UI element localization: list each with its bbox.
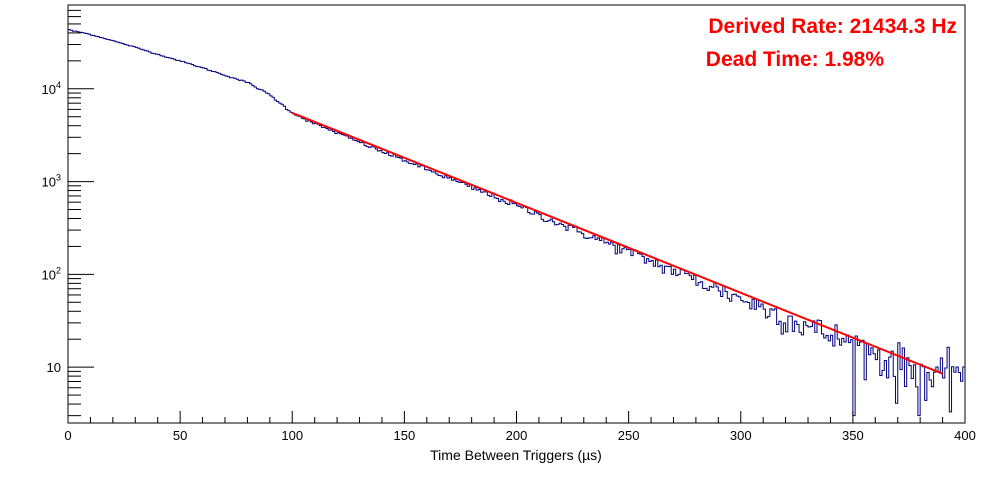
x-tick-label: 350	[842, 428, 864, 443]
labels-layer: 0 50 100 150 200 250 300 350 400 10 102 103 104	[42, 80, 976, 443]
y-tick-label: 104	[42, 80, 61, 97]
x-tick-label: 200	[506, 428, 528, 443]
x-tick-label: 300	[730, 428, 752, 443]
ticks-layer	[67, 4, 966, 423]
x-tick-label: 100	[281, 428, 303, 443]
annotation-derived-rate: Derived Rate: 21434.3 Hz	[708, 15, 957, 38]
x-tick-label: 400	[954, 428, 976, 443]
x-tick-label: 150	[394, 428, 416, 443]
fit-line	[291, 111, 943, 375]
annotation-dead-time: Dead Time: 1.98%	[706, 48, 885, 71]
y-tick-label: 102	[42, 265, 61, 282]
x-axis-title: Time Between Triggers (µs)	[430, 447, 602, 463]
y-tick-label: 10	[47, 360, 61, 375]
data-layer	[68, 29, 965, 417]
histogram-series	[68, 29, 965, 417]
y-tick-label: 103	[42, 173, 61, 190]
x-tick-label: 50	[173, 428, 187, 443]
x-tick-label: 0	[64, 428, 71, 443]
x-tick-label: 250	[618, 428, 640, 443]
